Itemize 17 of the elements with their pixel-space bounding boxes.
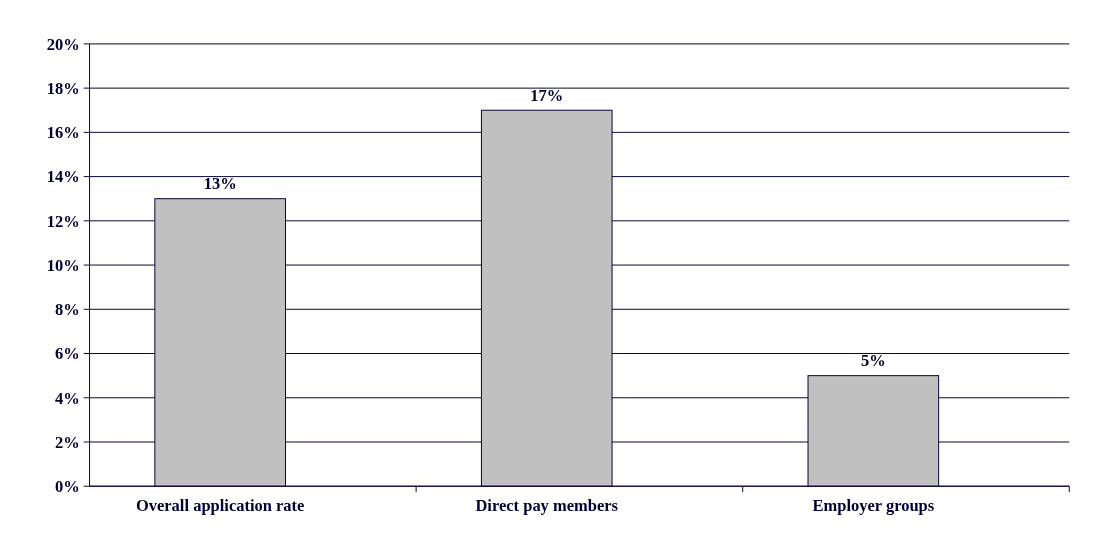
y-tick-label: 10%	[46, 255, 80, 275]
y-tick-label: 16%	[46, 123, 80, 143]
data-label: 17%	[530, 85, 564, 105]
x-tick-label: Employer groups	[812, 496, 935, 516]
y-tick-label: 6%	[55, 344, 80, 364]
data-label: 13%	[203, 174, 237, 194]
y-tick-label: 18%	[46, 78, 80, 98]
y-tick-label: 14%	[46, 167, 80, 187]
y-tick-label: 20%	[46, 34, 80, 54]
x-tick-label: Direct pay members	[475, 496, 619, 516]
y-tick-label: 8%	[55, 300, 80, 320]
y-tick-label: 0%	[55, 477, 80, 496]
x-tick-label: Overall application rate	[135, 496, 305, 516]
y-tick-label: 12%	[46, 211, 80, 231]
y-tick-label: 2%	[55, 432, 80, 452]
y-tick-label: 4%	[55, 388, 80, 408]
data-label: 5%	[860, 350, 886, 370]
